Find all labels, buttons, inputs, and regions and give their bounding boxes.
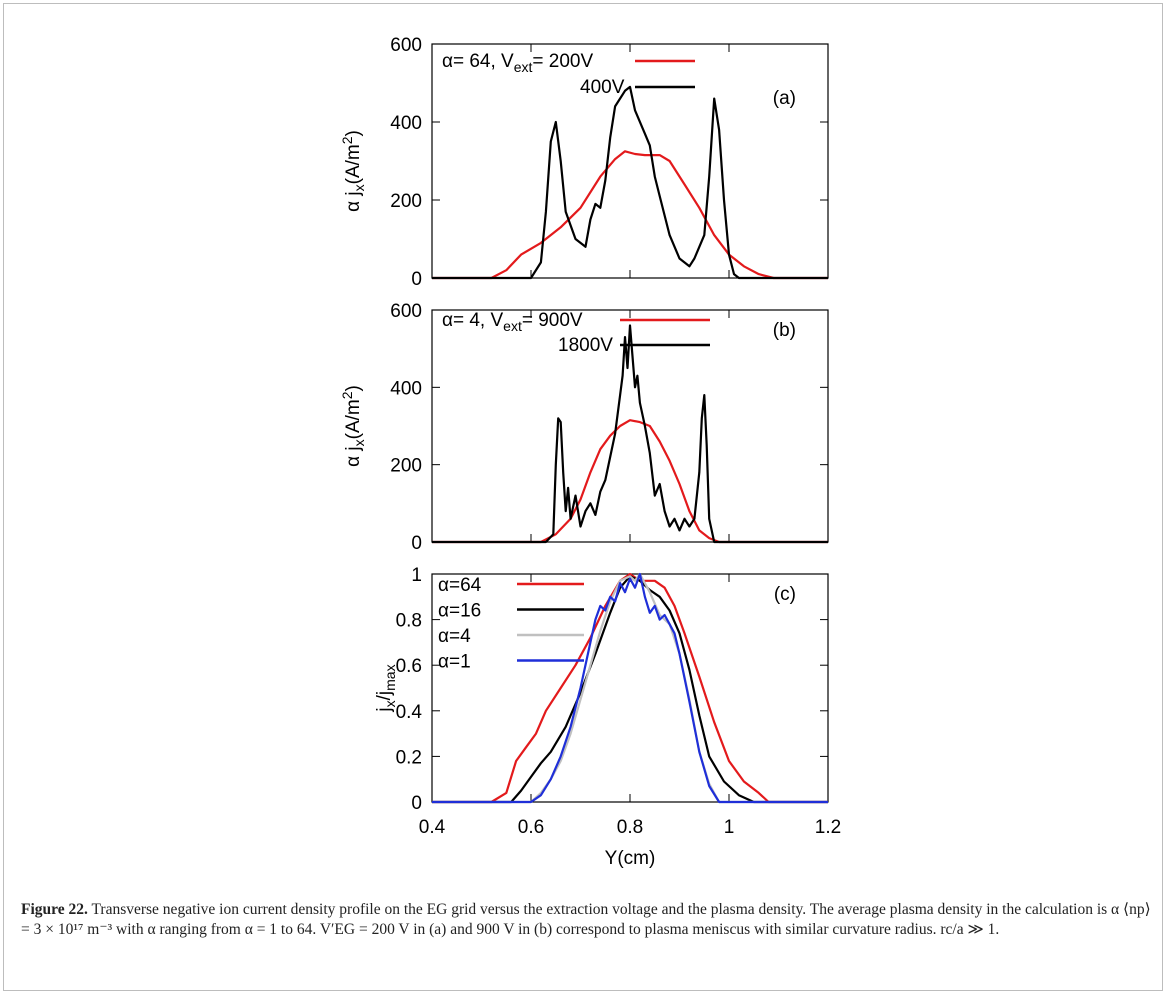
- figure-chart: (a) α= 64, Vext= 200V 400V α jx(A/m2) 0 2…: [339, 35, 841, 869]
- figure-caption: Figure 22. Transverse negative ion curre…: [21, 900, 1151, 940]
- panel-b-ytick-label: 400: [390, 378, 422, 399]
- panel-c-ytick-label: 1: [411, 565, 422, 586]
- panel-a-ytick-label: 200: [390, 191, 422, 212]
- panel-c-xtick-label: 0.4: [419, 817, 446, 838]
- panel-c-legend-label-0: α=64: [438, 575, 482, 596]
- panel-b-ylabel: α jx(A/m2): [339, 385, 367, 467]
- panel-c-xtick-label: 0.6: [518, 817, 544, 838]
- panel-b-ytick-label: 600: [390, 301, 422, 322]
- panel-a-ytick-label: 0: [411, 269, 422, 290]
- panel-b-ytick-label: 200: [390, 456, 422, 477]
- panel-b-series-0-line: [432, 419, 828, 544]
- panel-c-ytick-label: 0.4: [396, 702, 423, 723]
- panel-c-xtick-label: 0.8: [617, 817, 643, 838]
- panel-a-ytick-label: 600: [390, 35, 422, 56]
- panel-c-series-1-line: [432, 575, 828, 804]
- panel-c-ytick-label: 0.2: [396, 747, 422, 768]
- caption-label: Figure 22.: [21, 901, 88, 918]
- panel-c-ytick-label: 0.8: [396, 611, 422, 632]
- panel-c-axes-frame: [431, 573, 829, 803]
- panel-a-legend-400v: 400V: [580, 77, 625, 98]
- caption-text: Transverse negative ion current density …: [21, 901, 1151, 938]
- panel-c-ytick-label: 0.6: [396, 656, 422, 677]
- panel-b-ytick-label: 0: [411, 533, 422, 554]
- panel-c-ytick-label: 0: [411, 793, 422, 814]
- panel-c-series-2-line: [432, 572, 828, 804]
- panel-c-series-0-line: [432, 572, 828, 804]
- panel-a-ylabel: α jx(A/m2): [339, 130, 367, 212]
- panel-a: (a) α= 64, Vext= 200V 400V α jx(A/m2) 0 2…: [339, 35, 829, 290]
- panel-c-legend-label-2: α=4: [438, 626, 471, 647]
- panel-b-legend-title: α= 4, Vext= 900V: [442, 310, 583, 334]
- panel-b-legend-1800v: 1800V: [558, 335, 613, 356]
- panel-a-series-1-line: [432, 85, 828, 280]
- figure-frame: [3, 3, 1163, 991]
- panel-c-ylabel: jx/jmax: [374, 664, 398, 712]
- panel-c: (c) jx/jmax Y(cm) 0 0.2 0.4 0.6 0.8 1 0.4 0.6 0.…: [374, 565, 841, 869]
- panel-c-label: (c): [774, 584, 796, 605]
- panel-c-series-3-line: [432, 572, 828, 804]
- panel-a-axes-frame: [431, 43, 829, 279]
- panel-a-label: (a): [773, 88, 796, 109]
- panel-b: (b) α= 4, Vext= 900V 1800V α jx(A/m2) 0 2…: [339, 301, 829, 554]
- panel-c-xtick-label: 1: [724, 817, 735, 838]
- panel-c-xtick-label: 1.2: [815, 817, 841, 838]
- panel-b-series-1-line: [432, 324, 828, 544]
- panel-a-ytick-label: 400: [390, 113, 422, 134]
- panel-a-legend-title: α= 64, Vext= 200V: [442, 51, 593, 75]
- panel-c-legend-label-3: α=1: [438, 652, 471, 673]
- panel-c-legend-label-1: α=16: [438, 601, 481, 622]
- panel-c-xlabel: Y(cm): [605, 848, 656, 869]
- panel-a-series-0-line: [432, 150, 828, 280]
- panel-b-label: (b): [773, 320, 796, 341]
